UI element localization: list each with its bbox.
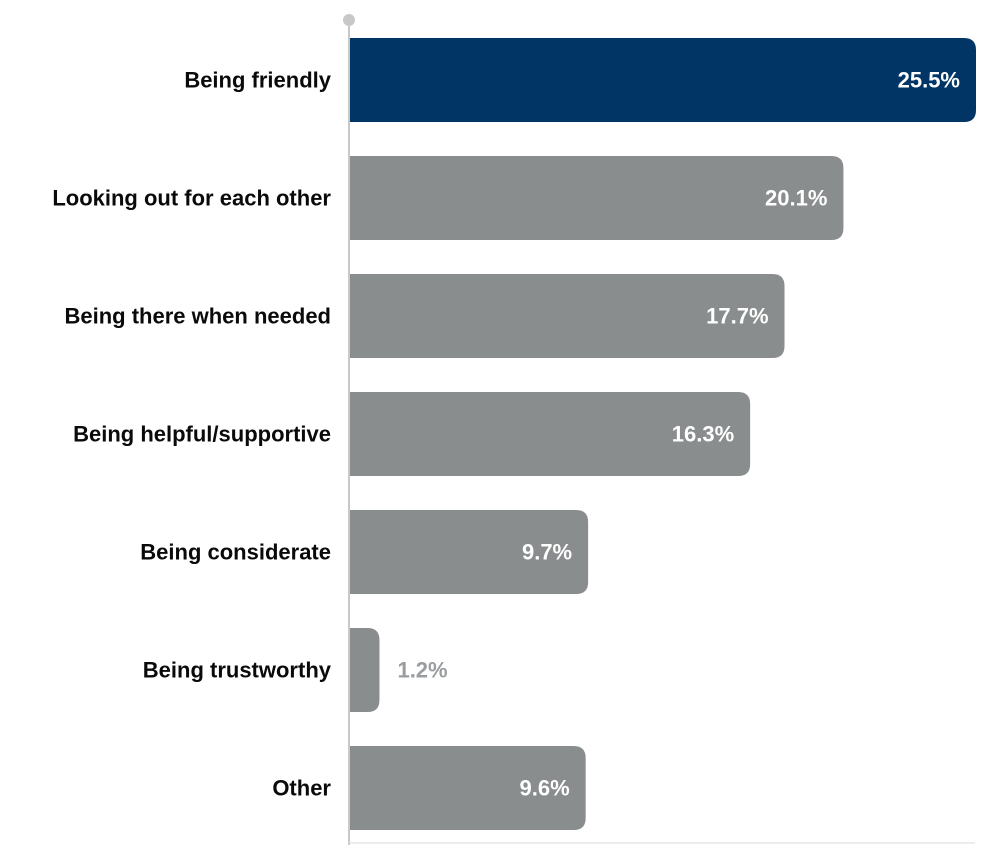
value-label-being-trustworthy: 1.2% bbox=[397, 658, 447, 683]
bar-being-trustworthy bbox=[350, 628, 380, 712]
category-label-looking-out-for-each-other: Looking out for each other bbox=[52, 186, 331, 211]
value-label-other: 9.6% bbox=[520, 776, 570, 801]
category-label-being-friendly: Being friendly bbox=[184, 68, 331, 93]
value-label-being-considerate: 9.7% bbox=[522, 540, 572, 565]
bar-being-considerate bbox=[350, 510, 589, 594]
value-label-being-friendly: 25.5% bbox=[898, 68, 960, 93]
bars-layer bbox=[350, 38, 976, 830]
value-label-looking-out-for-each-other: 20.1% bbox=[765, 186, 827, 211]
axis-layer bbox=[343, 14, 975, 845]
category-label-being-there-when-needed: Being there when needed bbox=[65, 304, 332, 329]
category-label-other: Other bbox=[272, 776, 331, 801]
category-label-being-trustworthy: Being trustworthy bbox=[143, 658, 332, 683]
bar-being-friendly bbox=[350, 38, 976, 122]
category-labels: Being friendly Looking out for each other… bbox=[52, 68, 331, 801]
category-label-being-considerate: Being considerate bbox=[140, 540, 331, 565]
value-labels: 25.5% 20.1% 17.7% 16.3% 9.7% 1.2% 9.6% bbox=[397, 68, 960, 801]
category-label-being-helpful-supportive: Being helpful/supportive bbox=[73, 422, 331, 447]
bar-looking-out-for-each-other bbox=[350, 156, 844, 240]
bar-other bbox=[350, 746, 586, 830]
y-axis-end-marker bbox=[343, 14, 355, 26]
bar-being-there-when-needed bbox=[350, 274, 785, 358]
value-label-being-helpful-supportive: 16.3% bbox=[672, 422, 734, 447]
value-label-being-there-when-needed: 17.7% bbox=[706, 304, 768, 329]
bar-being-helpful-supportive bbox=[350, 392, 751, 476]
